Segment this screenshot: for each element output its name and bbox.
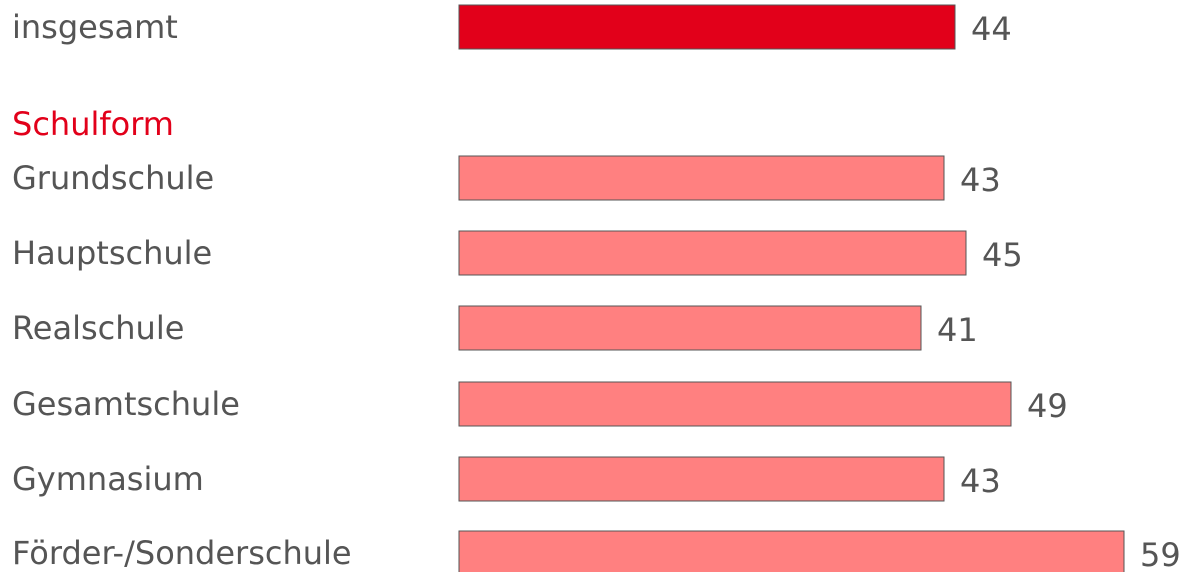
bar-grundschule [458,155,945,201]
category-label-gesamtschule: Gesamtschule [12,385,240,423]
section-title-schulform: Schulform [12,105,174,143]
category-label-foerder-sonderschule: Förder-/Sonderschule [12,534,352,572]
bar-realschule [458,305,922,351]
value-label-gesamtschule: 49 [1027,387,1068,425]
category-label-realschule: Realschule [12,309,184,347]
value-label-grundschule: 43 [960,161,1001,199]
value-label-insgesamt: 44 [971,10,1012,48]
value-label-foerder-sonderschule: 59 [1140,536,1181,572]
bar-insgesamt [458,4,956,50]
bar-foerder-sonderschule [458,530,1125,572]
category-label-hauptschule: Hauptschule [12,234,212,272]
value-label-realschule: 41 [937,311,978,349]
value-label-gymnasium: 43 [960,462,1001,500]
category-label-insgesamt: insgesamt [12,8,178,46]
category-label-gymnasium: Gymnasium [12,460,204,498]
bar-gymnasium [458,456,945,502]
bar-gesamtschule [458,381,1012,427]
category-label-grundschule: Grundschule [12,159,214,197]
value-label-hauptschule: 45 [982,236,1023,274]
bar-hauptschule [458,230,967,276]
